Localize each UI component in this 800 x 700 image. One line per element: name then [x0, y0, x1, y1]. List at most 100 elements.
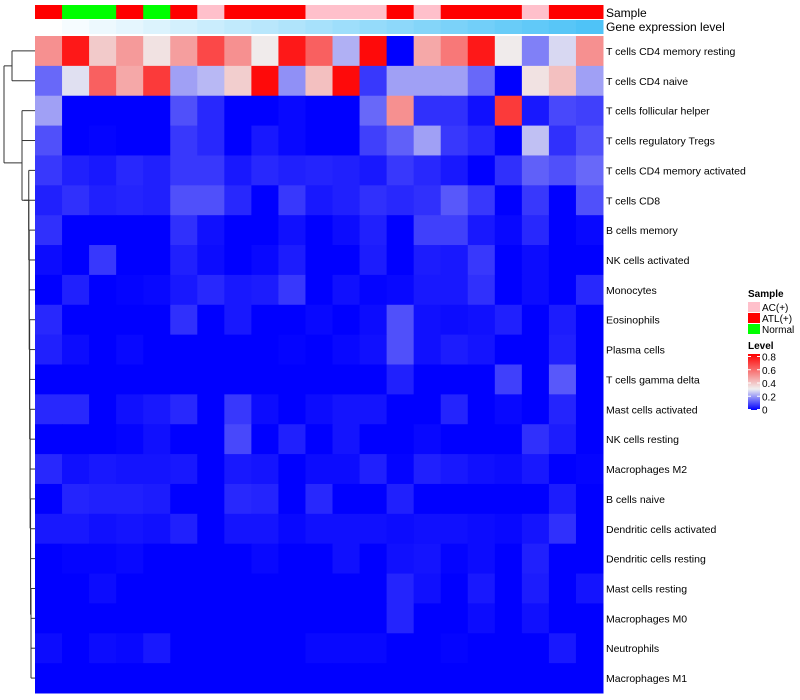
heatmap-cell — [89, 633, 117, 664]
heatmap-cell — [494, 663, 523, 694]
heatmap-cell — [224, 633, 252, 664]
gene-level-cell — [494, 20, 523, 34]
sample-annotation-cell — [575, 5, 604, 19]
heatmap-cell — [224, 304, 252, 336]
heatmap-cell — [467, 334, 496, 365]
sample-annotation-bar — [35, 5, 604, 19]
heatmap-cell — [332, 245, 361, 276]
heatmap-cell — [143, 334, 171, 365]
heatmap-cell — [62, 364, 90, 395]
heatmap-cell — [548, 633, 577, 664]
heatmap-cell — [143, 543, 171, 575]
heatmap-cell — [143, 663, 171, 694]
heatmap-cell — [116, 95, 144, 127]
heatmap-cell — [413, 185, 442, 216]
heatmap-cell — [575, 573, 604, 604]
row-label: T cells CD8 — [606, 195, 660, 207]
heatmap-cell — [251, 334, 279, 365]
heatmap-cell — [521, 95, 550, 127]
heatmap-cell — [548, 125, 577, 156]
heatmap-cell — [575, 483, 604, 515]
heatmap-cell — [62, 245, 90, 276]
heatmap-cell — [494, 95, 523, 127]
heatmap-cell — [224, 454, 252, 485]
heatmap-cell — [386, 483, 415, 515]
heatmap-cell — [413, 663, 442, 694]
heatmap-cell — [332, 95, 361, 127]
heatmap-cell — [494, 304, 523, 336]
heatmap-cell — [224, 65, 252, 97]
heatmap-cell — [35, 603, 63, 634]
heatmap-cell — [305, 543, 334, 575]
heatmap-cell — [548, 513, 577, 545]
heatmap-cell — [143, 215, 171, 246]
heatmap-cell — [197, 215, 225, 246]
heatmap-cell — [548, 215, 577, 246]
heatmap-cell — [224, 245, 252, 276]
heatmap-cell — [386, 454, 415, 485]
level-tick-label: 0.4 — [762, 379, 776, 390]
heatmap-cell — [467, 36, 496, 67]
heatmap-cell — [548, 65, 577, 97]
heatmap-cell — [116, 364, 144, 395]
heatmap-cell — [359, 125, 388, 156]
heatmap-cell — [359, 424, 388, 455]
heatmap-cell — [197, 155, 225, 186]
heatmap-cell — [440, 245, 469, 276]
heatmap-cell — [251, 274, 279, 306]
heatmap-cell — [575, 334, 604, 365]
heatmap-cell — [224, 424, 252, 455]
heatmap-cell — [35, 663, 63, 694]
heatmap-cell — [548, 663, 577, 694]
heatmap-cell — [116, 65, 144, 97]
heatmap-cell — [386, 274, 415, 306]
heatmap-cell — [494, 274, 523, 306]
heatmap-cell — [548, 36, 577, 67]
heatmap-cell — [521, 633, 550, 664]
row-label: T cells CD4 naive — [606, 76, 688, 88]
heatmap-cell — [440, 95, 469, 127]
heatmap-cell — [170, 573, 198, 604]
heatmap-cell — [170, 513, 198, 545]
heatmap-cell — [89, 185, 117, 216]
heatmap-cell — [305, 424, 334, 455]
gene-level-cell — [386, 20, 415, 34]
heatmap-cell — [89, 334, 117, 365]
heatmap-cell — [143, 95, 171, 127]
heatmap-cell — [197, 454, 225, 485]
heatmap-cell — [521, 483, 550, 515]
gene-level-cell — [575, 20, 604, 34]
heatmap-cell — [116, 573, 144, 604]
heatmap-cell — [359, 65, 388, 97]
heatmap-cell — [494, 245, 523, 276]
heatmap-cell — [251, 65, 279, 97]
row-label: NK cells activated — [606, 255, 690, 267]
heatmap-cell — [359, 513, 388, 545]
heatmap-cell — [278, 95, 306, 127]
heatmap-cell — [89, 573, 117, 604]
heatmap-cell — [170, 155, 198, 186]
heatmap-cell — [332, 215, 361, 246]
heatmap-cell — [89, 424, 117, 455]
heatmap-cell — [332, 334, 361, 365]
heatmap-cell — [386, 543, 415, 575]
heatmap-cell — [386, 424, 415, 455]
heatmap-cell — [62, 513, 90, 545]
gene-level-cell — [467, 20, 496, 34]
heatmap-cell — [278, 125, 306, 156]
heatmap-cell — [278, 513, 306, 545]
heatmap-cell — [305, 36, 334, 67]
heatmap-cell — [251, 215, 279, 246]
gene-level-cell — [143, 20, 171, 34]
heatmap-cell — [521, 304, 550, 336]
heatmap-cell — [197, 364, 225, 395]
sample-annotation-cell — [170, 5, 198, 19]
heatmap-cell — [35, 543, 63, 575]
heatmap-cell — [548, 454, 577, 485]
heatmap-cell — [332, 603, 361, 634]
heatmap-cell — [170, 245, 198, 276]
heatmap-cell — [359, 633, 388, 664]
heatmap-cell — [386, 185, 415, 216]
sample-annotation-cell — [62, 5, 90, 19]
heatmap-cell — [143, 513, 171, 545]
